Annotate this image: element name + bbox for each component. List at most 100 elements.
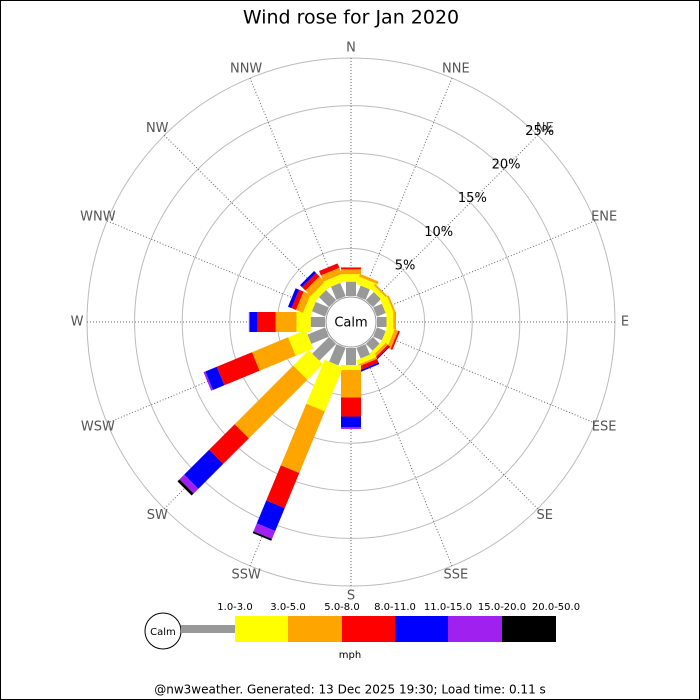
bars — [177, 263, 400, 541]
bar-segment — [266, 465, 300, 509]
bar-segment — [301, 272, 320, 291]
bar-segment — [358, 273, 379, 285]
legend-label: 20.0-50.0 — [532, 602, 580, 613]
bar-segment — [371, 342, 388, 359]
direction-label: W — [71, 315, 84, 330]
direction-label: NNW — [230, 61, 262, 76]
bar-segment — [330, 282, 346, 300]
legend-swatch — [342, 616, 395, 642]
calm-circle — [325, 296, 377, 348]
spoke — [374, 331, 596, 424]
direction-label: S — [347, 589, 355, 604]
bar-segment — [248, 312, 250, 332]
direction-label: SW — [147, 508, 168, 523]
bar-segment — [341, 365, 361, 370]
bar-segment — [257, 312, 276, 332]
legend-swatch — [235, 616, 288, 642]
r-tick-label: 5% — [395, 258, 416, 273]
legend-label: 5.0-8.0 — [324, 602, 359, 613]
bar-segment — [373, 327, 386, 341]
legend-label: 8.0-11.0 — [374, 602, 416, 613]
bar-segment — [360, 362, 380, 372]
r-tick-label: 15% — [458, 191, 487, 206]
grid-circle — [229, 200, 473, 444]
bar-segment — [302, 294, 318, 316]
bar-segment — [179, 474, 199, 494]
bar-segment — [341, 267, 361, 270]
bar-segment — [310, 281, 330, 301]
bar-segment — [356, 285, 370, 300]
bar-segment — [319, 263, 340, 276]
direction-label: WNW — [80, 210, 116, 225]
direction-label: NW — [146, 121, 169, 136]
legend-swatch — [395, 616, 448, 642]
bar-segment — [320, 267, 342, 282]
bar-segment — [358, 358, 379, 371]
legend-swatch — [181, 625, 235, 633]
bar-segment — [357, 357, 378, 367]
spoke — [106, 220, 328, 313]
bar-segment — [341, 269, 361, 275]
direction-label: ENE — [591, 210, 617, 225]
direction-label: WSW — [81, 419, 115, 434]
bar-segment — [341, 427, 361, 429]
direction-label: NNE — [442, 61, 470, 76]
direction-label: SSE — [443, 568, 468, 583]
spoke — [163, 134, 333, 304]
bar-segment — [205, 366, 225, 391]
legend-title: mph — [339, 650, 361, 661]
direction-label: ESE — [592, 419, 617, 434]
bar-segment — [287, 288, 300, 309]
spoke — [360, 345, 453, 567]
bar-segment — [356, 352, 377, 365]
bar-segment — [341, 397, 361, 417]
bar-segment — [373, 344, 390, 361]
legend-label: 15.0-20.0 — [478, 602, 526, 613]
spoke — [360, 77, 453, 299]
direction-label: N — [346, 41, 356, 56]
direction-label: E — [621, 315, 629, 330]
bar-segment — [203, 371, 213, 391]
grid-circle — [134, 105, 568, 539]
bar-segment — [256, 500, 285, 532]
bar-segment — [329, 344, 346, 366]
bar-segment — [299, 270, 317, 288]
bar-segment — [375, 346, 390, 361]
bar-segment — [373, 303, 386, 317]
legend-swatch — [288, 616, 342, 642]
bar-segment — [249, 312, 258, 332]
r-tick-label: 20% — [492, 157, 521, 172]
bar-segment — [295, 291, 311, 313]
bar-segment — [307, 327, 329, 344]
bar-segment — [293, 350, 323, 380]
bar-segment — [323, 273, 345, 289]
chart-title: Wind rose for Jan 2020 — [243, 7, 459, 29]
bar-segment — [346, 281, 356, 296]
bar-segment — [280, 403, 325, 473]
legend-swatch — [502, 616, 556, 642]
bar-segment — [184, 449, 224, 489]
bar-segment — [356, 344, 370, 359]
legend-calm-label: Calm — [150, 627, 176, 638]
bar-segment — [251, 337, 296, 371]
direction-label: SSW — [231, 568, 261, 583]
direction-label: SE — [537, 508, 553, 523]
bar-segment — [253, 523, 276, 539]
direction-label: NE — [536, 121, 554, 136]
footer: @nw3weather. Generated: 13 Dec 2025 19:3… — [154, 683, 546, 697]
legend: Calm mph 1.0-3.0 3.0-5.0 5.0-8.0 8.0-11.0 11… — [144, 602, 580, 661]
bar-segment — [305, 276, 325, 296]
bar-segment — [346, 348, 356, 366]
bar-segment — [306, 359, 344, 412]
bar-segment — [252, 531, 272, 541]
bar-segment — [275, 312, 297, 332]
bar-segment — [216, 352, 260, 386]
bar-segment — [390, 330, 400, 350]
spoke — [369, 134, 539, 304]
bar-segment — [287, 329, 314, 356]
bar-segment — [234, 365, 308, 439]
bar-segment — [369, 340, 386, 357]
bar-segment — [341, 369, 361, 398]
legend-label: 3.0-5.0 — [270, 602, 305, 613]
r-tick-label: 25% — [525, 124, 554, 139]
